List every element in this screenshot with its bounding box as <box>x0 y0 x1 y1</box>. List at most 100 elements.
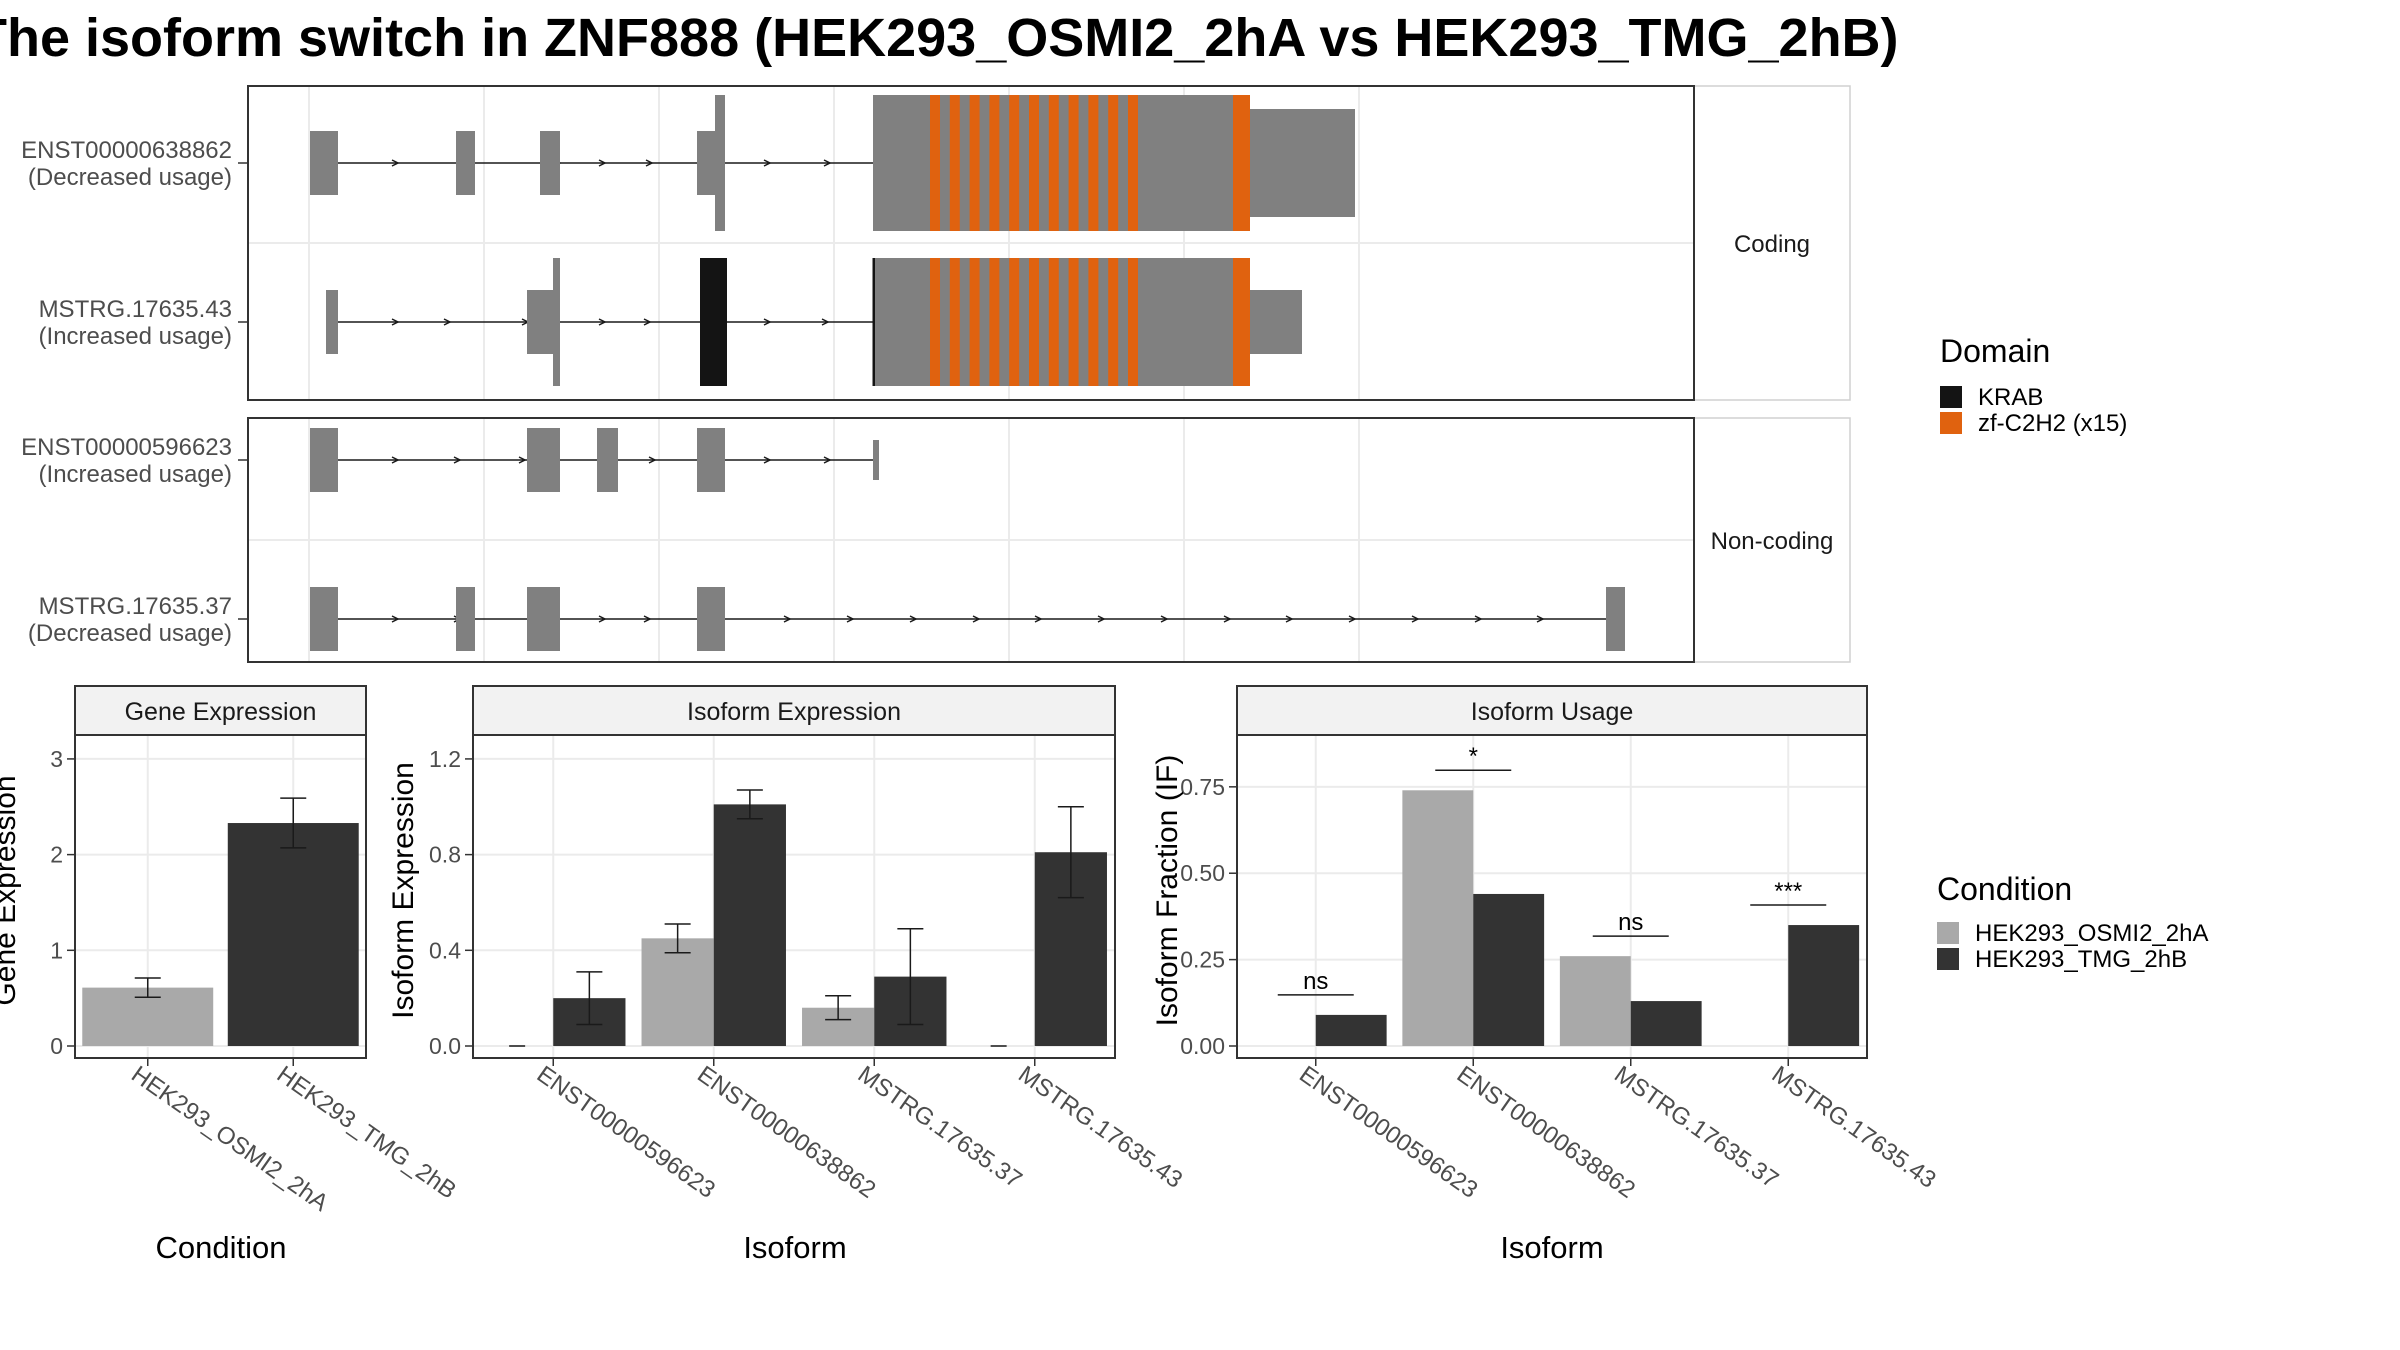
exon <box>527 587 560 651</box>
coding-exon <box>715 95 725 231</box>
intron-arrow <box>1474 615 1483 623</box>
exon <box>326 290 338 354</box>
zf-c2h2-domain <box>1233 95 1250 231</box>
bar <box>1315 1014 1387 1046</box>
domain-legend-title: Domain <box>1940 333 2050 369</box>
y-tick-label: 0.25 <box>1180 947 1225 973</box>
exon <box>697 587 725 651</box>
y-tick-label: 1 <box>50 937 63 963</box>
condition-legend-label: HEK293_OSMI2_2hA <box>1975 920 2208 947</box>
facet-strip-coding <box>1693 85 1851 401</box>
facet-strip-noncoding <box>1693 417 1851 663</box>
zf-c2h2-domain <box>949 95 960 231</box>
transcript-usage-label: (Increased usage) <box>39 461 232 488</box>
domain-legend-swatch <box>1940 386 1962 408</box>
y-axis-title: Isoform Fraction (IF) <box>1151 755 1184 1027</box>
significance-label: ns <box>1618 909 1643 936</box>
exon <box>456 587 475 651</box>
transcript-id-label: ENST00000596623 <box>21 434 232 461</box>
plot-border <box>74 734 367 1059</box>
panel-title: Isoform Expression <box>687 698 901 726</box>
zf-c2h2-domain <box>1029 95 1039 231</box>
y-tick-label: 0.8 <box>429 842 461 868</box>
y-tick-label: 2 <box>50 842 63 868</box>
intron-arrow <box>453 456 462 464</box>
intron-arrow <box>391 318 400 326</box>
intron-arrow <box>1160 615 1169 623</box>
intron-arrow <box>598 318 607 326</box>
intron-arrow <box>443 318 452 326</box>
intron-arrow <box>972 615 981 623</box>
bar-panel-2: Isoform Expression0.00.40.81.2ENST000005… <box>387 685 1187 1265</box>
figure-title: The isoform switch in ZNF888 (HEK293_OSM… <box>0 8 1899 68</box>
zf-c2h2-domain <box>1029 258 1039 386</box>
intron-arrow <box>763 159 772 167</box>
intron-arrow <box>391 159 400 167</box>
y-tick-label: 0 <box>50 1033 63 1059</box>
zf-c2h2-domain <box>969 258 980 386</box>
transcript-usage-label: (Increased usage) <box>39 323 232 350</box>
intron-arrow <box>518 456 527 464</box>
zf-c2h2-domain <box>1068 95 1079 231</box>
x-axis-title: Isoform <box>1500 1230 1603 1265</box>
plot-border <box>1236 734 1868 1059</box>
isoform-structure-panel: CodingNon-codingENST00000638862(Decrease… <box>21 85 1851 663</box>
domain-legend-swatch <box>1940 412 1962 434</box>
exon <box>456 131 475 195</box>
y-tick-label: 0.50 <box>1180 860 1225 886</box>
intron-arrow <box>763 456 772 464</box>
bar <box>1559 956 1631 1046</box>
bar <box>227 823 359 1046</box>
panel-strip <box>1236 685 1868 736</box>
intron-arrow <box>391 456 400 464</box>
transcript-usage-label: (Decreased usage) <box>28 620 232 647</box>
intron-arrow <box>821 318 830 326</box>
bar-panel-3: Isoform Usage0.000.250.500.75ns*ns***ENS… <box>1151 685 1941 1265</box>
intron-arrow <box>598 615 607 623</box>
zf-c2h2-domain <box>1088 258 1099 386</box>
zf-c2h2-domain <box>930 258 940 386</box>
plot-background <box>1237 735 1867 1058</box>
domain-legend-label: zf-C2H2 (x15) <box>1978 410 2127 437</box>
zf-c2h2-domain <box>1068 258 1079 386</box>
intron-arrow <box>1223 615 1232 623</box>
transcript-id-label: MSTRG.17635.43 <box>39 296 232 323</box>
bar <box>1788 925 1860 1046</box>
panel-strip <box>74 685 367 736</box>
zf-c2h2-domain <box>1108 95 1119 231</box>
bar <box>1473 893 1545 1046</box>
bar <box>713 804 786 1046</box>
zf-c2h2-domain <box>1009 95 1020 231</box>
exon <box>310 131 338 195</box>
bar-chart-panels: Gene Expression0123HEK293_OSMI2_2hAHEK29… <box>0 685 1941 1265</box>
exon <box>310 587 338 651</box>
intron-arrow <box>909 615 918 623</box>
domain-legend-label: KRAB <box>1978 384 2043 411</box>
zf-c2h2-domain <box>1088 95 1099 231</box>
significance-label: *** <box>1774 878 1802 905</box>
x-tick-label: MSTRG.17635.37 <box>853 1061 1027 1194</box>
zf-c2h2-domain <box>1128 95 1138 231</box>
intron-arrow <box>391 615 400 623</box>
y-tick-label: 3 <box>50 746 63 772</box>
zf-c2h2-domain <box>969 95 980 231</box>
exon <box>697 428 725 492</box>
exon <box>527 428 560 492</box>
coding-exon <box>873 95 1250 231</box>
intron-arrow <box>643 615 652 623</box>
intron-arrow <box>1348 615 1357 623</box>
intron-arrow <box>1285 615 1294 623</box>
panel-strip <box>472 685 1116 736</box>
condition-legend-label: HEK293_TMG_2hB <box>1975 946 2187 973</box>
zf-c2h2-domain <box>1048 258 1059 386</box>
exon <box>873 440 879 480</box>
zf-c2h2-domain <box>1048 95 1059 231</box>
zf-c2h2-domain <box>1233 258 1250 386</box>
utr-exon <box>1250 290 1302 354</box>
zf-c2h2-domain <box>989 258 1000 386</box>
intron-arrow <box>763 318 772 326</box>
facet-label: Coding <box>1734 231 1810 258</box>
zf-c2h2-domain <box>949 258 960 386</box>
significance-label: ns <box>1303 968 1328 995</box>
